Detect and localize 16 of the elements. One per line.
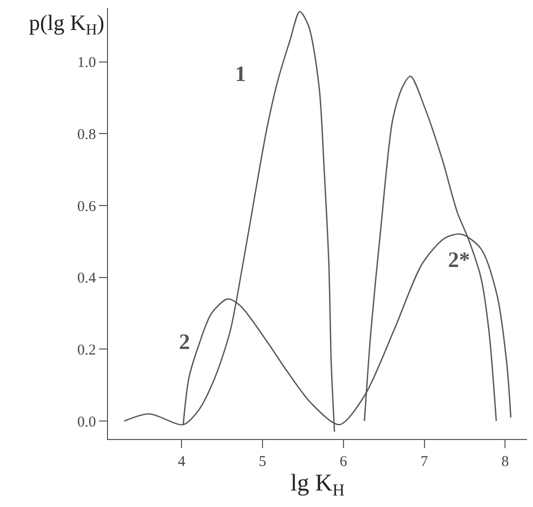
x-tick-label: 7 xyxy=(420,454,429,470)
x-tick-label: 6 xyxy=(340,454,348,470)
series-label: 1 xyxy=(235,61,246,86)
y-tick-label: 0.8 xyxy=(77,126,96,143)
y-tick-label: 0.2 xyxy=(77,342,96,358)
x-tick-label: 8 xyxy=(501,454,509,470)
x-tick-label: 4 xyxy=(178,454,186,470)
y-tick-label: 1.0 xyxy=(77,55,96,72)
y-tick-label: 0.6 xyxy=(77,198,96,215)
x-tick-label: 5 xyxy=(258,454,266,470)
y-tick-label: 0.4 xyxy=(77,270,96,287)
series-label: 2 xyxy=(179,329,190,354)
series-label: 2* xyxy=(448,247,470,272)
y-tick-label: 0.0 xyxy=(77,414,96,430)
x-axis-title: lg K$_{H}$ xyxy=(290,470,345,500)
y-axis-title: p(lg K$_{H}$) xyxy=(29,10,104,39)
